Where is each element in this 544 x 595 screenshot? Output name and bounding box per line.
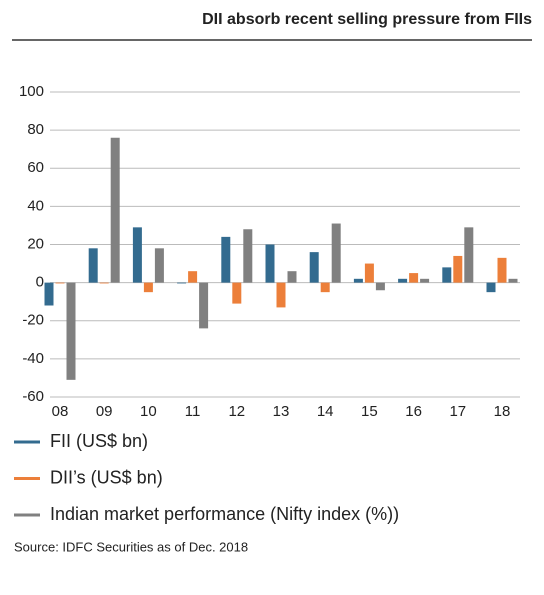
x-tick-label: 11	[185, 403, 201, 420]
x-tick-label: 17	[449, 403, 466, 420]
bar	[287, 271, 297, 283]
bar	[353, 278, 363, 283]
bar	[453, 255, 463, 283]
x-tick-label: 16	[405, 403, 422, 420]
bar	[442, 267, 452, 283]
y-tick-label: -20	[22, 312, 44, 329]
y-tick-label: 20	[27, 235, 44, 252]
bar	[265, 244, 275, 283]
legend-label: DII’s (US$ bn)	[50, 467, 163, 487]
bar	[154, 248, 164, 283]
bar	[508, 278, 518, 283]
bar	[243, 229, 253, 283]
bar	[420, 278, 430, 283]
bar	[497, 257, 507, 283]
bar	[364, 263, 374, 283]
bar	[55, 282, 65, 284]
chart-title: DII absorb recent selling pressure from …	[202, 11, 532, 28]
x-tick-label: 13	[273, 403, 290, 420]
bar	[486, 282, 496, 293]
bar	[320, 282, 330, 293]
bar	[232, 282, 242, 304]
y-tick-label: -40	[22, 350, 44, 367]
bar	[143, 282, 153, 293]
y-tick-label: 0	[36, 274, 44, 291]
bar	[177, 282, 187, 284]
bar	[375, 282, 385, 291]
bar	[132, 227, 142, 283]
x-tick-label: 12	[228, 403, 245, 420]
y-tick-label: 80	[27, 121, 44, 138]
x-tick-label: 10	[140, 403, 157, 420]
y-tick-label: 100	[19, 83, 44, 100]
x-tick-label: 14	[317, 403, 334, 420]
bar	[199, 282, 209, 329]
y-tick-label: 60	[27, 159, 44, 176]
bar	[409, 273, 419, 283]
x-tick-label: 09	[96, 403, 113, 420]
source: Source: IDFC Securities as of Dec. 2018	[14, 539, 248, 554]
bar	[44, 282, 54, 306]
bar	[398, 278, 408, 283]
bar	[110, 137, 120, 283]
bar	[221, 236, 231, 283]
x-tick-label: 08	[52, 403, 69, 420]
bar	[331, 223, 341, 283]
y-tick-label: -60	[22, 388, 44, 405]
bar	[276, 282, 286, 308]
bar	[66, 282, 76, 380]
bar	[88, 248, 98, 283]
bar	[464, 227, 474, 283]
bar	[188, 271, 198, 283]
legend-label: Indian market performance (Nifty index (…	[50, 504, 399, 524]
y-tick-label: 40	[27, 197, 44, 214]
x-tick-label: 18	[494, 403, 511, 420]
x-tick-label: 15	[361, 403, 378, 420]
legend-label: FII (US$ bn)	[50, 431, 148, 451]
bar	[99, 282, 109, 284]
bar	[309, 252, 319, 283]
